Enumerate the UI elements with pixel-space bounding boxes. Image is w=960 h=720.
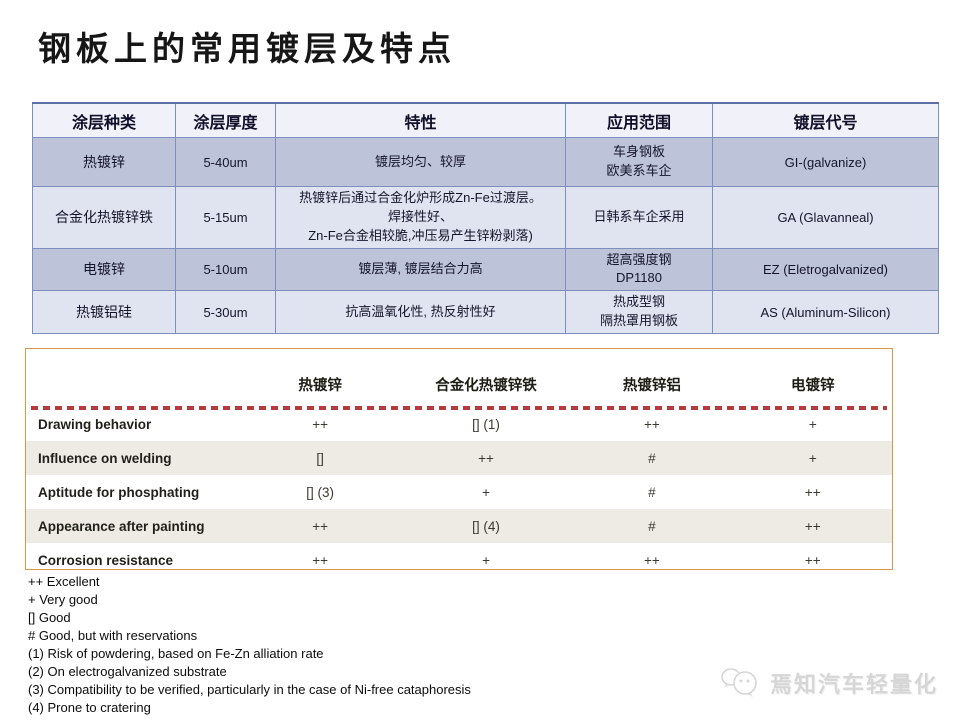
rating-cell: ++	[312, 552, 329, 568]
comparison-col-hot-dip-zinc-al: 热镀锌铝	[622, 378, 681, 394]
legend-line: (3) Compatibility to be verified, partic…	[28, 682, 471, 697]
legend-line: ++ Excellent	[28, 574, 100, 589]
rating-cell: ++	[804, 552, 821, 568]
row-label: Corrosion resistance	[38, 552, 174, 568]
cell-properties: 镀层均匀、较厚	[275, 137, 566, 187]
cell-coating-type: 电镀锌	[32, 247, 176, 292]
table-row: 热镀锌 5-40um 镀层均匀、较厚 车身钢板 欧美系车企 GI-(galvan…	[32, 137, 939, 187]
comparison-box: 热镀锌 合金化热镀锌铁 热镀锌铝 电镀锌 Drawing behavior ++…	[25, 348, 893, 570]
comparison-row: Corrosion resistance ++ + ++ ++	[26, 543, 892, 577]
cell-thickness: 5-15um	[175, 186, 276, 249]
legend-line: (1) Risk of powdering, based on Fe-Zn al…	[28, 646, 324, 661]
comparison-col-galvannealed: 合金化热镀锌铁	[435, 378, 537, 394]
cell-thickness: 5-30um	[175, 290, 276, 334]
rating-cell: #	[570, 509, 734, 543]
cell-code: EZ (Eletrogalvanized)	[712, 247, 939, 292]
col-header-code: 镀层代号	[712, 102, 939, 138]
row-label: Aptitude for phosphating	[38, 484, 200, 500]
rating-cell: ++	[238, 509, 402, 543]
cell-application: 日韩系车企采用	[565, 186, 713, 249]
cell-code: AS (Aluminum-Silicon)	[712, 290, 939, 334]
red-dashed-divider	[31, 406, 887, 410]
comparison-col-hot-dip-galvanized: 热镀锌	[298, 378, 342, 394]
comparison-row: Appearance after painting ++ [] (4) # ++	[26, 509, 892, 543]
rating-cell: ++	[644, 552, 660, 568]
page-title: 钢板上的常用镀层及特点	[38, 29, 456, 68]
table-row: 电镀锌 5-10um 镀层薄, 镀层结合力高 超高强度钢 DP1180 EZ (…	[32, 247, 939, 292]
table-row: 热镀铝硅 5-30um 抗高温氧化性, 热反射性好 热成型钢 隔热罩用钢板 AS…	[32, 290, 939, 334]
rating-cell: ++	[401, 441, 571, 475]
rating-cell: [] (4)	[401, 509, 571, 543]
rating-cell: [] (1)	[472, 416, 500, 432]
cell-thickness: 5-40um	[175, 137, 276, 187]
cell-thickness: 5-10um	[175, 247, 276, 292]
rating-cell: +	[482, 484, 490, 500]
cell-application: 热成型钢 隔热罩用钢板	[565, 290, 713, 334]
comparison-corner-cell	[26, 349, 238, 407]
coating-table-header-row: 涂层种类 涂层厚度 特性 应用范围 镀层代号	[32, 102, 939, 138]
col-header-properties: 特性	[275, 102, 566, 138]
col-header-coating-type: 涂层种类	[32, 102, 176, 138]
legend-line: + Very good	[28, 592, 98, 607]
comparison-row: Aptitude for phosphating [] (3) + # ++	[26, 475, 892, 509]
rating-cell: +	[808, 416, 817, 432]
rating-cell: ++	[733, 509, 892, 543]
cell-application: 车身钢板 欧美系车企	[565, 137, 713, 187]
legend-line: (4) Prone to cratering	[28, 700, 151, 715]
watermark: 焉知汽车轻量化	[720, 666, 938, 700]
cell-code: GI-(galvanize)	[712, 137, 939, 187]
comparison-header-row: 热镀锌 合金化热镀锌铁 热镀锌铝 电镀锌	[26, 349, 892, 407]
cell-properties: 热镀锌后通过合金化炉形成Zn-Fe过渡层。 焊接性好、 Zn-Fe合金相较脆,冲…	[275, 186, 566, 249]
rating-cell: #	[570, 441, 734, 475]
cell-application: 超高强度钢 DP1180	[565, 247, 713, 292]
rating-cell: []	[238, 441, 402, 475]
rating-legend: ++ Excellent + Very good [] Good # Good,…	[28, 573, 471, 717]
legend-line: # Good, but with reservations	[28, 628, 198, 643]
cell-coating-type: 热镀铝硅	[32, 290, 176, 334]
comparison-table: 热镀锌 合金化热镀锌铁 热镀锌铝 电镀锌 Drawing behavior ++…	[26, 349, 892, 577]
comparison-col-electrogalvanized: 电镀锌	[791, 378, 835, 394]
cell-coating-type: 热镀锌	[32, 137, 176, 187]
row-label: Influence on welding	[26, 441, 239, 475]
row-label: Appearance after painting	[26, 509, 239, 543]
row-label: Drawing behavior	[38, 416, 152, 432]
comparison-row: Drawing behavior ++ [] (1) ++ +	[26, 407, 892, 441]
rating-cell: +	[733, 441, 892, 475]
table-row: 合金化热镀锌铁 5-15um 热镀锌后通过合金化炉形成Zn-Fe过渡层。 焊接性…	[32, 186, 939, 249]
cell-coating-type: 合金化热镀锌铁	[32, 186, 176, 249]
rating-cell: ++	[312, 416, 329, 432]
rating-cell: [] (3)	[306, 484, 335, 500]
rating-cell: #	[648, 484, 656, 500]
comparison-row: Influence on welding [] ++ # +	[26, 441, 892, 475]
watermark-text: 焉知汽车轻量化	[769, 672, 938, 697]
cell-properties: 镀层薄, 镀层结合力高	[275, 247, 566, 292]
legend-line: (2) On electrogalvanized substrate	[28, 664, 227, 679]
col-header-application: 应用范围	[565, 102, 713, 138]
rating-cell: ++	[804, 484, 821, 500]
cell-code: GA (Glavanneal)	[712, 186, 939, 249]
chat-bubbles-logo-icon	[721, 668, 757, 697]
cell-properties: 抗高温氧化性, 热反射性好	[275, 290, 566, 334]
rating-cell: +	[482, 552, 490, 568]
col-header-thickness: 涂层厚度	[175, 102, 276, 138]
coating-table: 涂层种类 涂层厚度 特性 应用范围 镀层代号 热镀锌 5-40um 镀层均匀、较…	[32, 102, 939, 334]
rating-cell: ++	[644, 416, 660, 432]
legend-line: [] Good	[28, 610, 71, 625]
